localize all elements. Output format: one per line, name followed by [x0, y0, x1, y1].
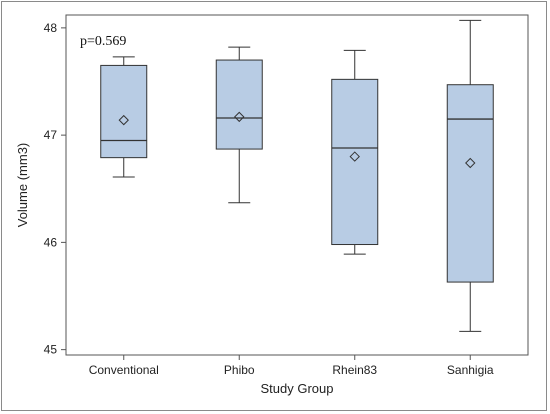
y-axis-title: Volume (mm3) [15, 143, 30, 228]
y-axis: 45 46 47 48 [44, 21, 66, 357]
mean-marker [118, 114, 129, 126]
box-conventional [100, 56, 148, 178]
y-tick-label: 47 [44, 128, 58, 142]
mean-marker [349, 151, 360, 162]
y-tick-label: 48 [44, 21, 58, 35]
iqr-box [215, 59, 263, 150]
x-axis: Conventional Phibo Rhein83 Sanhigia [89, 355, 494, 377]
box-rhein83 [331, 49, 379, 255]
mean-marker [234, 111, 245, 123]
x-tick-label: Sanhigia [447, 363, 494, 377]
iqr-box [331, 78, 379, 246]
y-tick-label: 45 [44, 343, 58, 357]
mean-marker [465, 157, 476, 169]
boxes [100, 19, 494, 332]
y-tick-label: 46 [44, 235, 58, 249]
box-phibo [215, 46, 263, 204]
x-tick-label: Phibo [224, 363, 255, 377]
iqr-box [446, 84, 494, 283]
p-value-annotation: p=0.569 [80, 34, 126, 49]
x-axis-title: Study Group [261, 381, 334, 396]
box-sanhigia [446, 19, 494, 332]
iqr-box [100, 64, 148, 159]
x-tick-label: Conventional [89, 363, 159, 377]
x-tick-label: Rhein83 [332, 363, 377, 377]
